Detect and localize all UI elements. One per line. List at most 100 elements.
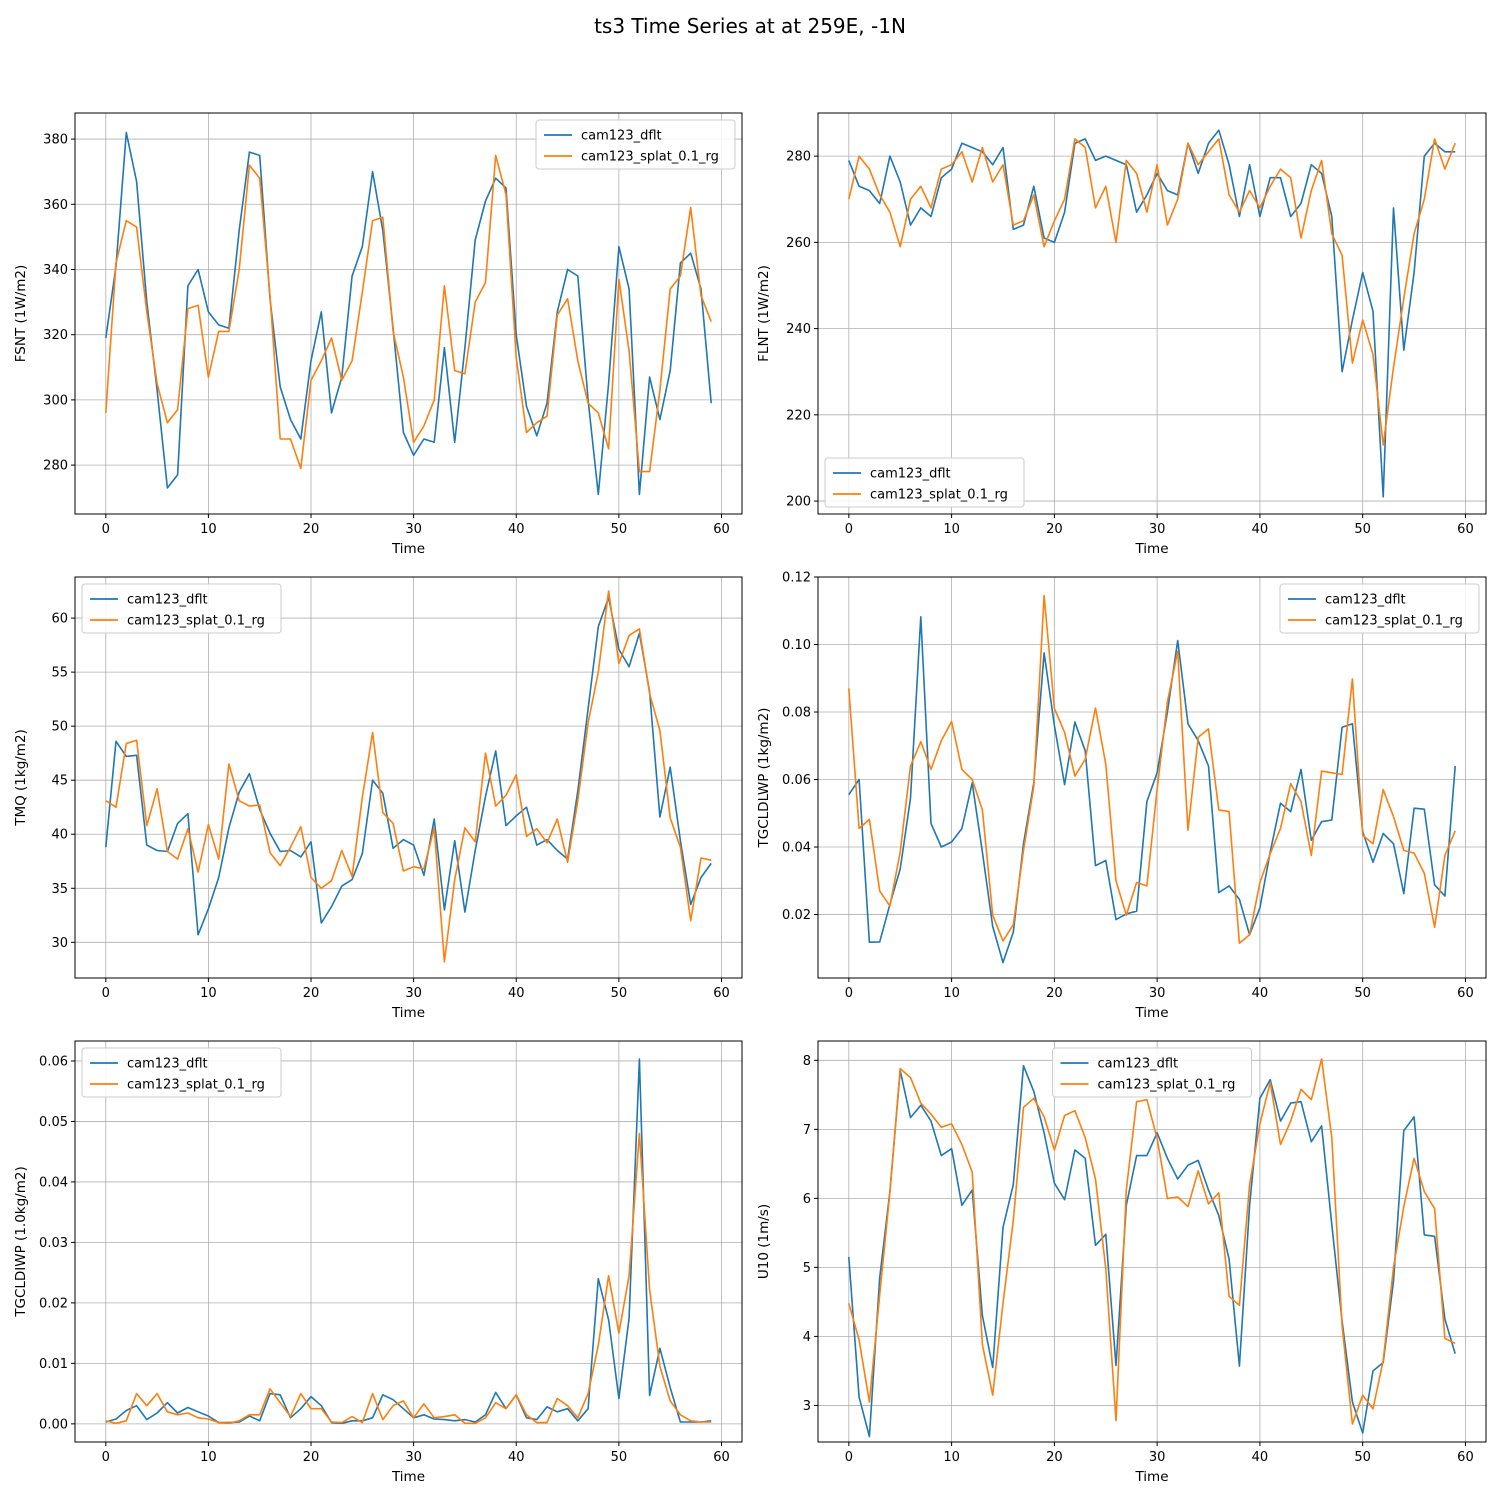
x-tick-label: 50 [1354,1450,1371,1465]
x-tick-label: 10 [943,986,960,1001]
y-axis-label: FSNT (1W/m2) [13,265,29,363]
y-tick-label: 320 [43,328,68,343]
y-tick-label: 0.05 [39,1115,68,1130]
x-tick-label: 0 [102,1450,110,1465]
x-tick-label: 10 [943,1450,960,1465]
legend: cam123_dflt cam123_splat_0.1_rg [1279,583,1480,634]
chart-panel-4: 0 10 20 30 40 50 60 0.02 0.04 0.06 0.08 0.10 0.12 Tim… [756,571,1487,1021]
y-tick-label: 0.10 [782,638,811,653]
series-line-cam123_dflt [848,615,1456,964]
x-tick-label: 60 [713,522,730,537]
y-tick-label: 0.06 [39,1054,68,1069]
legend-label: cam123_splat_0.1_rg [581,150,719,165]
series-line-cam123_splat_0.1_rg [105,590,712,963]
legend-label: cam123_splat_0.1_rg [127,1078,265,1093]
legend: cam123_dflt cam123_splat_0.1_rg [535,119,736,170]
legend-box [824,457,1025,508]
series-line-cam123_dflt [848,129,1456,498]
x-tick-label: 20 [1046,522,1063,537]
x-tick-label: 0 [102,522,110,537]
x-tick-label: 40 [508,522,525,537]
x-tick-label: 40 [1252,986,1269,1001]
y-tick-label: 8 [803,1054,811,1069]
series-line-cam123_splat_0.1_rg [848,138,1456,446]
legend-label: cam123_splat_0.1_rg [870,488,1008,503]
y-tick-label: 3 [803,1399,811,1414]
y-tick-label: 300 [43,393,68,408]
x-tick-label: 30 [1149,522,1166,537]
y-tick-label: 30 [51,936,68,951]
x-tick-label: 50 [611,986,628,1001]
legend-label: cam123_dflt [581,129,662,144]
x-tick-label: 50 [1354,986,1371,1001]
chart-panel-3: 0 10 20 30 40 50 60 30 35 40 45 50 55 60 Time TMQ (1kg/… [13,576,743,1021]
x-tick-label: 60 [1457,522,1474,537]
legend-label: cam123_dflt [127,1057,208,1072]
y-tick-label: 0.00 [39,1417,68,1432]
x-tick-label: 40 [1252,1450,1269,1465]
x-tick-label: 20 [1046,1450,1063,1465]
x-tick-label: 30 [405,522,422,537]
x-tick-label: 40 [508,1450,525,1465]
series-line-cam123_splat_0.1_rg [105,1132,712,1425]
x-axis-label: Time [1134,541,1168,557]
legend-label: cam123_dflt [870,467,951,482]
y-tick-label: 240 [786,322,811,337]
x-axis-label: Time [1134,1005,1168,1021]
x-tick-label: 20 [303,986,320,1001]
x-tick-label: 50 [611,522,628,537]
legend-box [81,583,282,634]
chart-panel-6: 0 10 20 30 40 50 60 3 4 5 6 7 8 Time U10 (1m/s) cam123_… [756,1040,1487,1485]
axes-frame [74,112,743,515]
y-tick-label: 0.03 [39,1236,68,1251]
x-tick-label: 0 [845,1450,853,1465]
y-tick-label: 340 [43,263,68,278]
y-tick-label: 7 [803,1123,811,1138]
x-tick-label: 10 [200,522,217,537]
y-axis-label: TGCLDLWP (1kg/m2) [756,708,772,849]
legend-label: cam123_splat_0.1_rg [127,614,265,629]
y-axis-label: TGCLDIWP (1.0kg/m2) [13,1166,29,1318]
y-tick-label: 220 [786,408,811,423]
y-tick-label: 0.06 [782,773,811,788]
legend-box [535,119,736,170]
y-tick-label: 0.12 [782,571,811,586]
y-tick-label: 200 [786,495,811,510]
x-tick-label: 30 [1149,1450,1166,1465]
y-axis-label: U10 (1m/s) [756,1204,772,1279]
x-tick-label: 0 [845,986,853,1001]
y-tick-label: 55 [51,666,68,681]
legend: cam123_dflt cam123_splat_0.1_rg [81,1047,282,1098]
series-line-cam123_dflt [105,596,712,936]
y-tick-label: 0.01 [39,1357,68,1372]
series-line-cam123_dflt [105,131,712,496]
y-tick-label: 5 [803,1261,811,1276]
y-tick-label: 0.04 [782,841,811,856]
legend-label: cam123_splat_0.1_rg [1325,614,1463,629]
x-tick-label: 60 [713,986,730,1001]
legend-label: cam123_splat_0.1_rg [1098,1078,1236,1093]
x-tick-label: 20 [1046,986,1063,1001]
x-axis-label: Time [391,1005,425,1021]
x-tick-label: 10 [200,1450,217,1465]
y-tick-label: 60 [51,612,68,627]
x-tick-label: 0 [102,986,110,1001]
y-tick-label: 0.02 [39,1296,68,1311]
legend: cam123_dflt cam123_splat_0.1_rg [1052,1047,1252,1098]
y-tick-label: 280 [43,459,68,474]
series-line-cam123_splat_0.1_rg [105,154,712,473]
legend-label: cam123_dflt [1325,593,1406,608]
chart-panel-5: 0 10 20 30 40 50 60 0.00 0.01 0.02 0.03 0.04 0.05 0.0… [13,1040,743,1485]
x-tick-label: 50 [611,1450,628,1465]
series-line-cam123_splat_0.1_rg [848,1058,1456,1425]
x-tick-label: 50 [1354,522,1371,537]
axes-frame [817,1040,1487,1443]
x-axis-label: Time [391,541,425,557]
x-tick-label: 30 [405,986,422,1001]
x-axis-label: Time [391,1469,425,1485]
y-tick-label: 40 [51,828,68,843]
x-tick-label: 60 [713,1450,730,1465]
series-line-cam123_dflt [848,1065,1456,1438]
series-line-cam123_dflt [105,1058,712,1425]
